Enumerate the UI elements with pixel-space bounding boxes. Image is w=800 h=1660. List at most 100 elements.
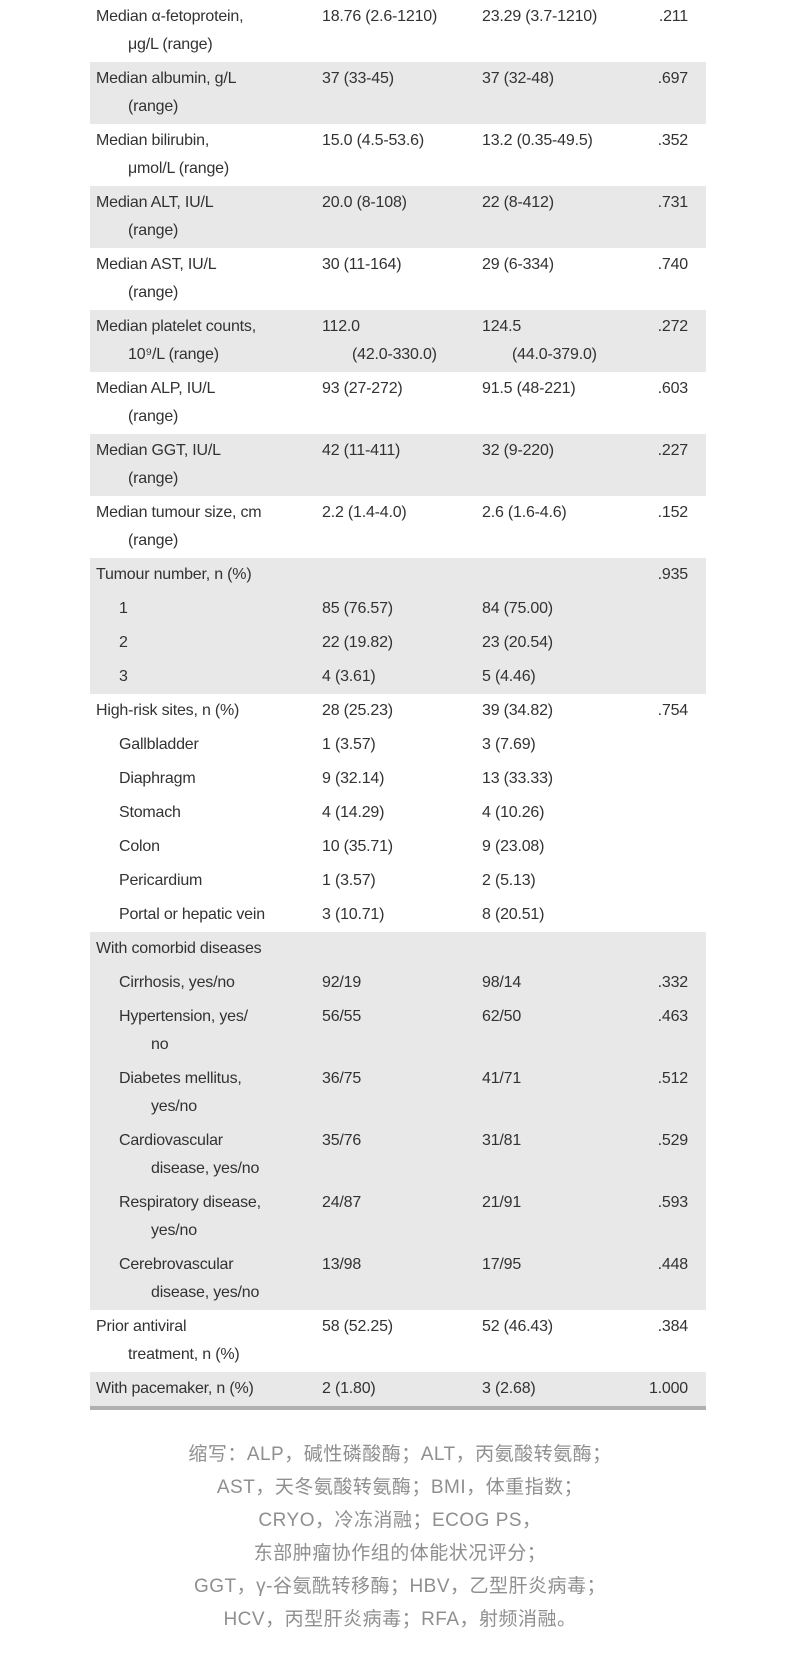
row-label: Diabetes mellitus, yes/no: [90, 1065, 322, 1121]
table-row: Median α-fetoprotein, μg/L (range) 18.76 (…: [90, 0, 706, 62]
text-line: 23.29 (3.7-1210): [482, 8, 598, 25]
row-value: 9 (32.14): [322, 765, 482, 793]
text-line: 37 (33-45): [322, 70, 394, 87]
text-line: Hypertension, yes/: [119, 1008, 248, 1025]
row-value: 2.6 (1.6-4.6): [482, 499, 607, 527]
row-label: Median albumin, g/L (range): [90, 65, 322, 121]
text-line: 1: [119, 600, 128, 617]
text-line: 3 (2.68): [482, 1380, 536, 1397]
text-line: 91.5 (48-221): [482, 380, 576, 397]
text-line: (range): [128, 532, 179, 549]
text-line: 124.5: [482, 318, 522, 335]
text-line: 30 (11-164): [322, 256, 402, 273]
row-value: 42 (11-411): [322, 437, 482, 465]
row-label: With comorbid diseases: [90, 935, 322, 963]
row-value: 28 (25.23): [322, 697, 482, 725]
text-line: disease, yes/no: [151, 1160, 260, 1177]
row-value: 13.2 (0.35-49.5): [482, 127, 607, 155]
text-line: 35/76: [322, 1132, 362, 1149]
row-value: 112.0 (42.0-330.0): [322, 313, 482, 369]
text-line: (range): [128, 470, 179, 487]
row-value: 2 (1.80): [322, 1375, 482, 1403]
text-line: 23 (20.54): [482, 634, 553, 651]
text-line: 32 (9-220): [482, 442, 554, 459]
table-row: Cerebrovascular disease, yes/no 13/98 17/95…: [90, 1248, 706, 1310]
text-line: With comorbid diseases: [96, 940, 262, 957]
row-label: Median platelet counts, 10⁹/L (range): [90, 313, 322, 369]
row-value: 37 (32-48): [482, 65, 607, 93]
text-line: (44.0-379.0): [512, 346, 597, 363]
text-line: 1 (3.57): [322, 872, 376, 889]
row-value: 8 (20.51): [482, 901, 607, 929]
text-line: 2: [119, 634, 128, 651]
text-line: Diaphragm: [119, 770, 196, 787]
row-value: 13 (33.33): [482, 765, 607, 793]
row-value: 4 (10.26): [482, 799, 607, 827]
text-line: 22 (8-412): [482, 194, 554, 211]
text-line: 29 (6-334): [482, 256, 554, 273]
text-line: Pericardium: [119, 872, 203, 889]
text-line: Median α-fetoprotein,: [96, 8, 244, 25]
text-line: 37 (32-48): [482, 70, 554, 87]
row-value: 29 (6-334): [482, 251, 607, 279]
text-line: 56/55: [322, 1008, 362, 1025]
p-value: .152: [657, 504, 689, 521]
p-value: .512: [657, 1070, 689, 1087]
text-line: 17/95: [482, 1256, 522, 1273]
table-row: Respiratory disease, yes/no 24/87 21/91 .593: [90, 1186, 706, 1248]
row-value: 3 (10.71): [322, 901, 482, 929]
row-value: 5 (4.46): [482, 663, 607, 691]
row-value: 17/95: [482, 1251, 607, 1279]
footnote-line: 缩写：ALP，碱性磷酸酶；ALT，丙氨酸转氨酶；: [188, 1444, 612, 1465]
text-line: 41/71: [482, 1070, 522, 1087]
row-label: Hypertension, yes/no: [90, 1003, 322, 1059]
text-line: Colon: [119, 838, 160, 855]
text-line: 31/81: [482, 1132, 522, 1149]
p-value: .352: [657, 132, 689, 149]
text-line: 21/91: [482, 1194, 522, 1211]
text-line: 8 (20.51): [482, 906, 545, 923]
row-value: 52 (46.43): [482, 1313, 607, 1341]
text-line: 58 (52.25): [322, 1318, 393, 1335]
text-line: Stomach: [119, 804, 181, 821]
text-line: 10⁹/L (range): [128, 346, 219, 363]
table-row: Diaphragm 9 (32.14) 13 (33.33): [90, 762, 706, 796]
row-label: Median ALT, IU/L (range): [90, 189, 322, 245]
abbreviations-footnote: 缩写：ALP，碱性磷酸酶；ALT，丙氨酸转氨酶； AST，天冬氨酸转氨酶；BMI…: [0, 1438, 800, 1636]
row-value: 41/71: [482, 1065, 607, 1093]
text-line: 4 (14.29): [322, 804, 385, 821]
p-value: .384: [657, 1318, 689, 1335]
row-value: 37 (33-45): [322, 65, 482, 93]
row-label: Gallbladder: [90, 731, 322, 759]
row-value: 2.2 (1.4-4.0): [322, 499, 482, 527]
table-row: 2 22 (19.82) 23 (20.54): [90, 626, 706, 660]
p-value: .603: [657, 380, 689, 397]
text-line: 52 (46.43): [482, 1318, 553, 1335]
row-label: Median α-fetoprotein, μg/L (range): [90, 3, 322, 59]
p-value: .448: [657, 1256, 689, 1273]
p-value: .227: [657, 442, 689, 459]
row-label: 2: [90, 629, 322, 657]
p-value: .740: [657, 256, 689, 273]
row-label: Portal or hepatic vein: [90, 901, 322, 929]
table-row: Cirrhosis, yes/no 92/19 98/14 .332: [90, 966, 706, 1000]
text-line: 36/75: [322, 1070, 362, 1087]
row-value: 58 (52.25): [322, 1313, 482, 1341]
text-line: 22 (19.82): [322, 634, 393, 651]
row-value: 22 (8-412): [482, 189, 607, 217]
text-line: 98/14: [482, 974, 522, 991]
text-line: 3: [119, 668, 128, 685]
text-line: (42.0-330.0): [352, 346, 437, 363]
p-value: 1.000: [648, 1380, 688, 1397]
text-line: 2.2 (1.4-4.0): [322, 504, 407, 521]
table-row: High-risk sites, n (%) 28 (25.23) 39 (34.8…: [90, 694, 706, 728]
row-value: 85 (76.57): [322, 595, 482, 623]
table-body: Median α-fetoprotein, μg/L (range) 18.76 (…: [90, 0, 706, 1406]
row-value: 15.0 (4.5-53.6): [322, 127, 482, 155]
text-line: Respiratory disease,: [119, 1194, 261, 1211]
row-value: 23 (20.54): [482, 629, 607, 657]
text-line: 13/98: [322, 1256, 362, 1273]
table-row: Median AST, IU/L (range) 30 (11-164) 29 (6-…: [90, 248, 706, 310]
row-value: 35/76: [322, 1127, 482, 1155]
text-line: 4 (3.61): [322, 668, 376, 685]
